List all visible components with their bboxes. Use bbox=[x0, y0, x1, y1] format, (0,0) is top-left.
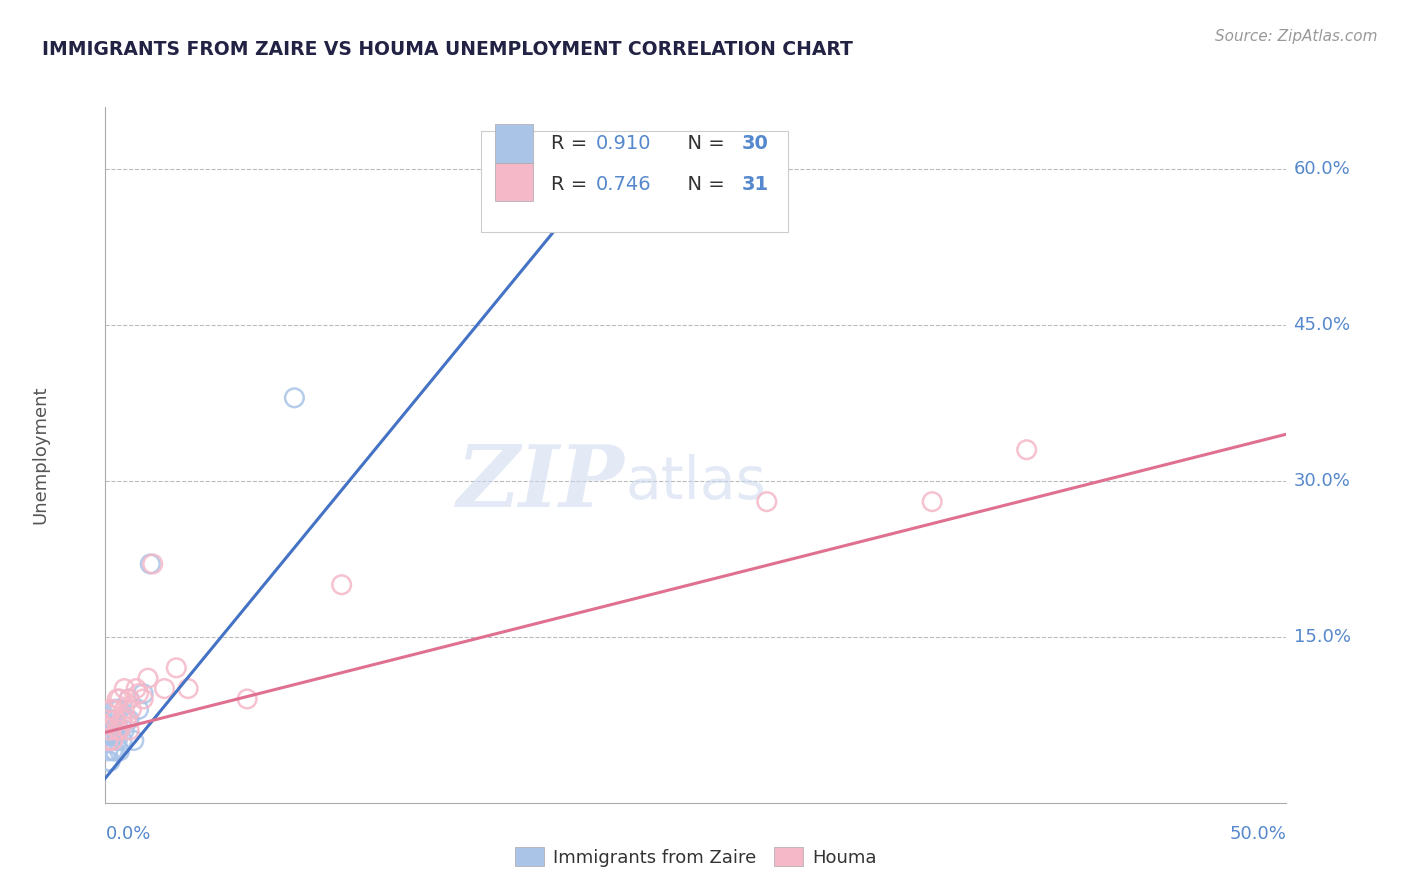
Point bbox=[120, 702, 142, 716]
Point bbox=[108, 744, 131, 758]
Text: 0.910: 0.910 bbox=[596, 135, 651, 153]
Point bbox=[101, 713, 124, 727]
Point bbox=[98, 723, 121, 738]
Point bbox=[118, 692, 141, 706]
Text: atlas: atlas bbox=[626, 454, 766, 511]
Point bbox=[101, 702, 124, 716]
Point bbox=[97, 713, 120, 727]
Point bbox=[98, 754, 121, 768]
Point bbox=[101, 733, 124, 747]
Text: 50.0%: 50.0% bbox=[1230, 825, 1286, 843]
Point bbox=[132, 692, 155, 706]
Point bbox=[153, 681, 176, 696]
Text: 45.0%: 45.0% bbox=[1294, 316, 1351, 334]
Point bbox=[115, 713, 138, 727]
Point bbox=[101, 728, 124, 742]
Point bbox=[111, 733, 134, 747]
FancyBboxPatch shape bbox=[481, 131, 789, 232]
Point bbox=[755, 494, 778, 508]
Point bbox=[122, 733, 145, 747]
Point bbox=[105, 692, 128, 706]
Legend: Immigrants from Zaire, Houma: Immigrants from Zaire, Houma bbox=[508, 840, 884, 874]
Point bbox=[142, 557, 165, 571]
Point bbox=[108, 723, 131, 738]
Point bbox=[104, 744, 127, 758]
Point bbox=[236, 692, 259, 706]
Point bbox=[283, 391, 305, 405]
FancyBboxPatch shape bbox=[495, 124, 533, 162]
Text: R =: R = bbox=[551, 135, 593, 153]
Point bbox=[105, 718, 128, 732]
Point bbox=[98, 733, 121, 747]
FancyBboxPatch shape bbox=[495, 162, 533, 201]
Text: IMMIGRANTS FROM ZAIRE VS HOUMA UNEMPLOYMENT CORRELATION CHART: IMMIGRANTS FROM ZAIRE VS HOUMA UNEMPLOYM… bbox=[42, 40, 853, 59]
Point bbox=[108, 702, 131, 716]
Text: N =: N = bbox=[675, 176, 731, 194]
Point bbox=[112, 723, 135, 738]
Text: 60.0%: 60.0% bbox=[1294, 161, 1350, 178]
Point bbox=[118, 713, 141, 727]
Point bbox=[921, 494, 943, 508]
Point bbox=[97, 733, 120, 747]
Point bbox=[136, 671, 159, 685]
Point bbox=[98, 702, 121, 716]
Text: 0.746: 0.746 bbox=[596, 176, 651, 194]
Point bbox=[97, 728, 120, 742]
Point bbox=[97, 754, 120, 768]
Point bbox=[105, 723, 128, 738]
Point bbox=[104, 723, 127, 738]
Point bbox=[98, 713, 121, 727]
Text: 15.0%: 15.0% bbox=[1294, 628, 1351, 646]
Text: N =: N = bbox=[675, 135, 731, 153]
Point bbox=[132, 687, 155, 701]
Point bbox=[104, 713, 127, 727]
Point bbox=[111, 713, 134, 727]
Point bbox=[128, 702, 150, 716]
Point bbox=[177, 681, 200, 696]
Text: ZIP: ZIP bbox=[457, 441, 626, 524]
Text: 31: 31 bbox=[742, 176, 769, 194]
Text: 30.0%: 30.0% bbox=[1294, 472, 1350, 490]
Text: 0.0%: 0.0% bbox=[105, 825, 150, 843]
Point bbox=[128, 687, 150, 701]
Text: R =: R = bbox=[551, 176, 593, 194]
Text: Source: ZipAtlas.com: Source: ZipAtlas.com bbox=[1215, 29, 1378, 44]
Point bbox=[112, 681, 135, 696]
Point bbox=[112, 702, 135, 716]
Point bbox=[98, 723, 121, 738]
Text: Unemployment: Unemployment bbox=[31, 385, 49, 524]
Point bbox=[125, 681, 148, 696]
Point bbox=[330, 578, 353, 592]
Point bbox=[104, 702, 127, 716]
Point bbox=[115, 713, 138, 727]
Point bbox=[108, 723, 131, 738]
Point bbox=[105, 733, 128, 747]
Point bbox=[139, 557, 162, 571]
Point bbox=[97, 744, 120, 758]
Point bbox=[108, 692, 131, 706]
Point bbox=[1015, 442, 1038, 457]
Point bbox=[118, 723, 141, 738]
Point bbox=[165, 661, 187, 675]
Point bbox=[118, 692, 141, 706]
Point bbox=[105, 702, 128, 716]
Point bbox=[591, 162, 613, 177]
Text: 30: 30 bbox=[742, 135, 769, 153]
Point bbox=[101, 744, 124, 758]
